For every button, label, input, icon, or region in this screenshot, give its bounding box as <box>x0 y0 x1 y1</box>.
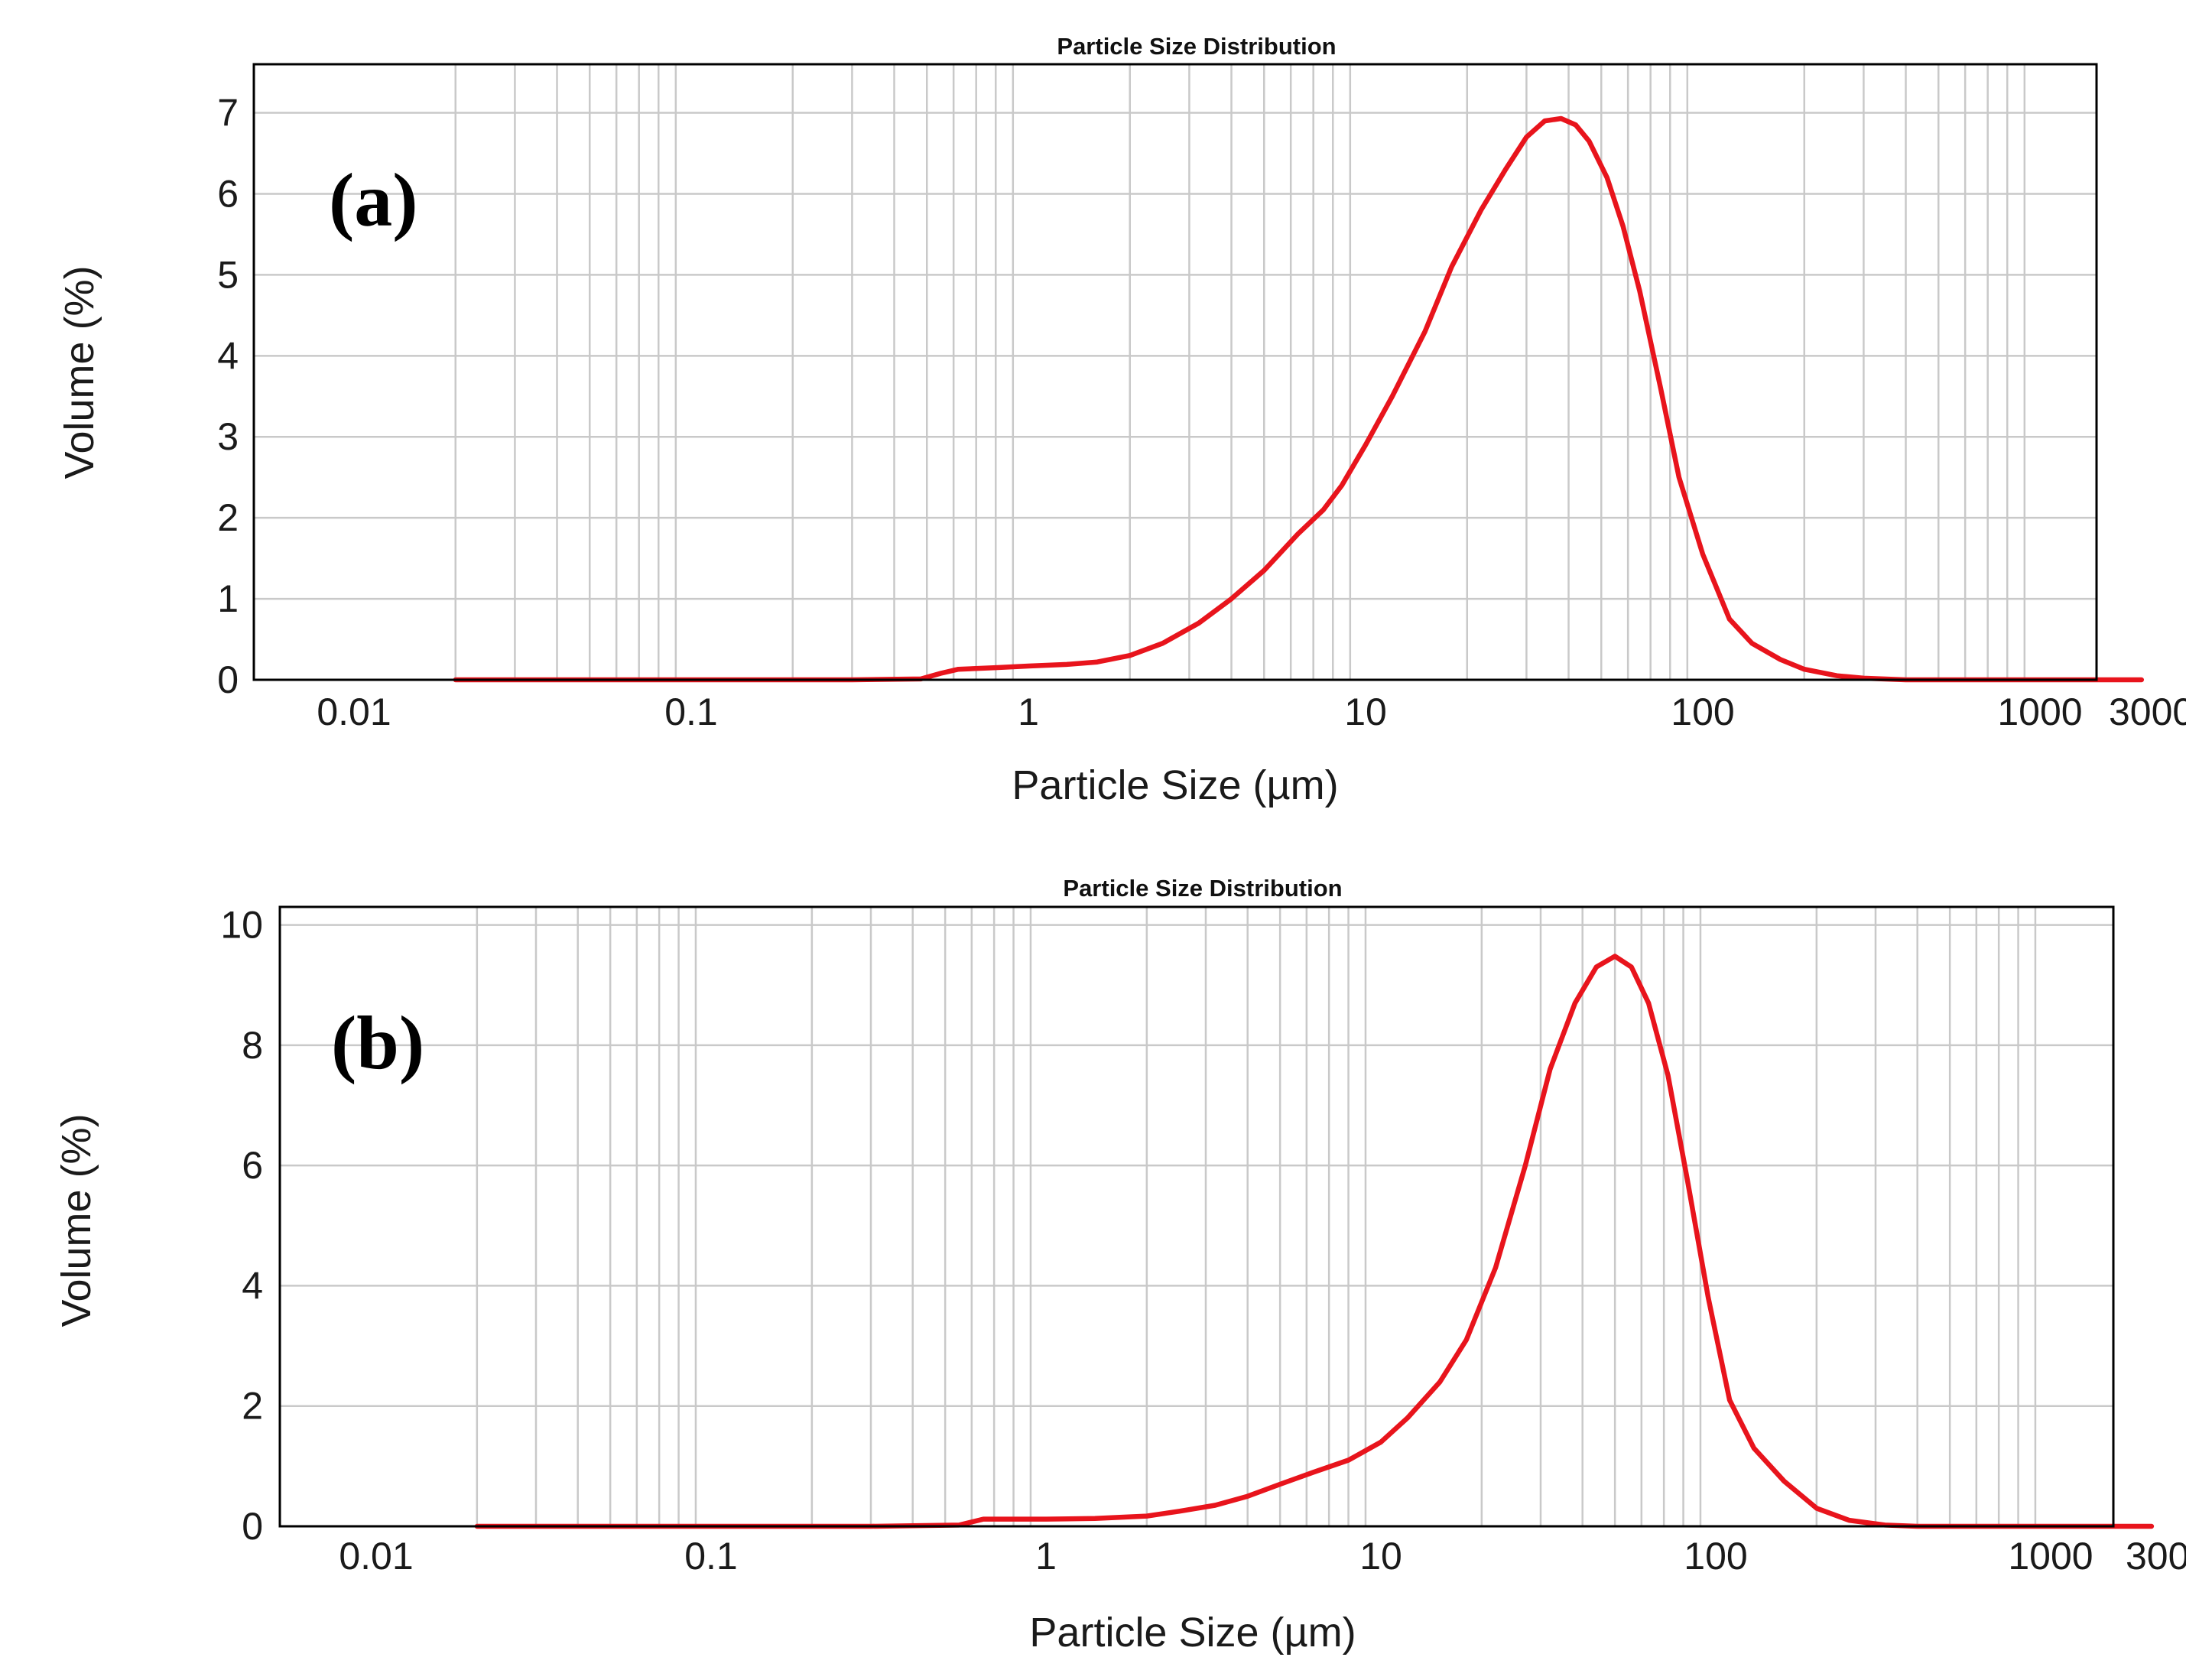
y-tick-label: 5 <box>217 253 239 296</box>
x-tick-label: 0.1 <box>684 1535 738 1578</box>
y-tick-labels: 0 1 2 3 4 5 6 7 <box>217 92 239 701</box>
x-tick-label: 1000 <box>1997 691 2082 733</box>
x-tick-label: 0.01 <box>317 691 391 733</box>
grid-lines <box>280 907 2113 1526</box>
y-tick-label: 6 <box>242 1144 263 1187</box>
y-axis-label: Volume (%) <box>54 1113 99 1327</box>
y-tick-label: 2 <box>242 1385 263 1428</box>
x-tick-label: 0.1 <box>664 691 718 733</box>
x-tick-label: 10 <box>1359 1535 1402 1578</box>
x-axis-label: Particle Size (µm) <box>1029 1610 1356 1656</box>
y-tick-label: 8 <box>242 1024 263 1067</box>
x-tick-label: 100 <box>1684 1535 1747 1578</box>
x-tick-label: 1 <box>1018 691 1039 733</box>
x-axis-label: Particle Size (µm) <box>1012 762 1338 808</box>
grid-lines <box>254 64 2097 680</box>
y-tick-label: 6 <box>217 172 239 215</box>
x-tick-labels: 0.01 0.1 1 10 100 1000 3000 <box>317 691 2186 733</box>
chart-panel-a: 0 1 2 3 4 5 6 7 0.01 0.1 1 10 100 1000 3000 Particle … <box>57 33 2186 808</box>
x-tick-label: 3000 <box>2109 691 2186 733</box>
x-tick-label: 100 <box>1671 691 1734 733</box>
y-tick-label: 0 <box>217 658 239 701</box>
y-tick-label: 7 <box>217 92 239 135</box>
series-line-volume <box>474 954 2155 1529</box>
y-tick-labels: 0 2 4 6 8 10 <box>220 904 263 1548</box>
panel-label: (a) <box>329 158 418 242</box>
y-tick-label: 4 <box>217 334 239 377</box>
y-tick-label: 1 <box>217 577 239 620</box>
y-tick-label: 0 <box>242 1505 263 1548</box>
y-tick-label: 3 <box>217 415 239 458</box>
x-tick-label: 3000 <box>2126 1535 2186 1578</box>
chart-title: Particle Size Distribution <box>1057 33 1336 60</box>
series-line-volume <box>453 115 2145 683</box>
y-tick-label: 4 <box>242 1264 263 1307</box>
data-series <box>474 954 2155 1529</box>
y-tick-label: 2 <box>217 496 239 539</box>
x-tick-labels: 0.01 0.1 1 10 100 1000 3000 <box>339 1535 2186 1578</box>
x-tick-label: 0.01 <box>339 1535 413 1578</box>
data-series <box>453 115 2145 683</box>
chart-panel-b: 0 2 4 6 8 10 0.01 0.1 1 10 100 1000 3000 Particle S… <box>54 875 2186 1656</box>
x-tick-label: 1 <box>1035 1535 1057 1578</box>
plot-frame <box>252 63 2098 681</box>
x-tick-label: 1000 <box>2008 1535 2093 1578</box>
x-tick-label: 10 <box>1344 691 1387 733</box>
y-axis-label: Volume (%) <box>57 265 102 479</box>
y-tick-label: 10 <box>220 904 263 947</box>
panel-label: (b) <box>331 1000 424 1085</box>
chart-title: Particle Size Distribution <box>1063 875 1342 902</box>
plot-frame <box>278 905 2115 1528</box>
